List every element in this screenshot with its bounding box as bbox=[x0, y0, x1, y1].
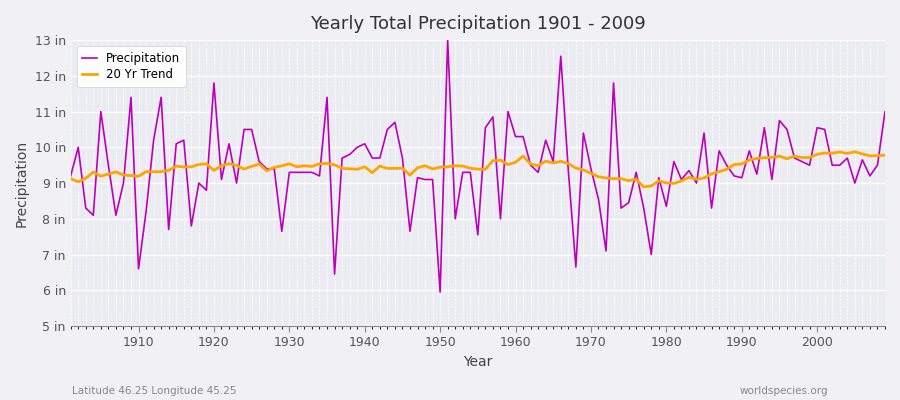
Precipitation bbox=[337, 156, 347, 160]
20 Yr Trend bbox=[66, 176, 77, 181]
Line: 20 Yr Trend: 20 Yr Trend bbox=[71, 152, 885, 187]
Precipitation bbox=[879, 109, 890, 114]
Text: worldspecies.org: worldspecies.org bbox=[740, 386, 828, 396]
20 Yr Trend bbox=[510, 160, 521, 165]
Line: Precipitation: Precipitation bbox=[71, 40, 885, 292]
Precipitation bbox=[518, 134, 528, 139]
Precipitation bbox=[126, 95, 137, 100]
Legend: Precipitation, 20 Yr Trend: Precipitation, 20 Yr Trend bbox=[76, 46, 186, 87]
Title: Yearly Total Precipitation 1901 - 2009: Yearly Total Precipitation 1901 - 2009 bbox=[310, 15, 645, 33]
20 Yr Trend bbox=[292, 164, 302, 169]
X-axis label: Year: Year bbox=[464, 355, 492, 369]
Precipitation bbox=[435, 290, 446, 294]
20 Yr Trend bbox=[879, 153, 890, 158]
Text: Latitude 46.25 Longitude 45.25: Latitude 46.25 Longitude 45.25 bbox=[72, 386, 237, 396]
20 Yr Trend bbox=[337, 166, 347, 171]
Y-axis label: Precipitation: Precipitation bbox=[15, 140, 29, 227]
Precipitation bbox=[442, 38, 453, 42]
20 Yr Trend bbox=[638, 184, 649, 189]
Precipitation bbox=[292, 170, 302, 175]
Precipitation bbox=[66, 174, 77, 178]
20 Yr Trend bbox=[850, 149, 860, 154]
Precipitation bbox=[616, 206, 626, 210]
20 Yr Trend bbox=[126, 173, 137, 178]
20 Yr Trend bbox=[502, 162, 513, 167]
20 Yr Trend bbox=[600, 176, 611, 180]
Precipitation bbox=[526, 163, 536, 168]
